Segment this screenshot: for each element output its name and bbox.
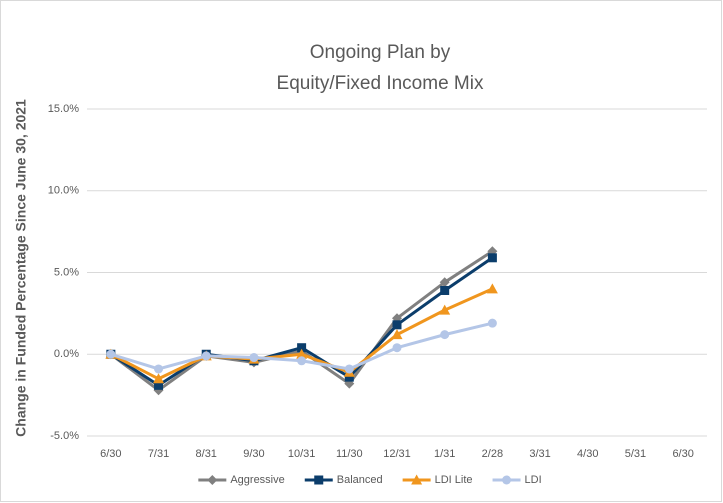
- marker: [392, 343, 402, 353]
- x-tick-label: 10/31: [288, 448, 316, 460]
- marker: [440, 285, 450, 295]
- x-tick-label: 12/31: [383, 448, 411, 460]
- x-tick-label: 11/30: [336, 448, 363, 460]
- y-tick-label: -5.0%: [50, 430, 79, 442]
- y-tick-label: 5.0%: [54, 266, 79, 278]
- marker: [201, 351, 211, 361]
- legend-label: LDI Lite: [435, 474, 473, 486]
- x-tick-label: 6/30: [672, 448, 693, 460]
- y-tick-label: 0.0%: [54, 348, 79, 360]
- marker: [440, 330, 450, 340]
- marker: [487, 318, 497, 328]
- marker: [154, 364, 164, 374]
- marker: [411, 474, 423, 485]
- marker: [296, 348, 308, 359]
- x-tick-label: 4/30: [577, 448, 598, 460]
- marker: [249, 353, 259, 363]
- marker: [391, 329, 403, 340]
- marker: [487, 253, 497, 263]
- marker: [439, 304, 451, 315]
- marker: [106, 349, 116, 359]
- y-tick-label: 15.0%: [48, 103, 79, 115]
- marker: [439, 277, 450, 288]
- x-tick-label: 9/30: [243, 448, 264, 460]
- marker: [392, 320, 402, 330]
- x-tick-label: 1/31: [434, 448, 455, 460]
- marker: [153, 373, 165, 384]
- legend-label: Aggressive: [230, 474, 284, 486]
- marker: [486, 283, 498, 294]
- marker: [314, 475, 324, 485]
- marker: [154, 380, 164, 390]
- marker: [297, 343, 307, 353]
- marker: [344, 364, 354, 374]
- marker: [207, 475, 218, 485]
- x-tick-label: 7/31: [148, 448, 169, 460]
- y-tick-label: 10.0%: [48, 185, 79, 197]
- x-tick-label: 8/31: [196, 448, 217, 460]
- x-tick-label: 6/30: [100, 448, 121, 460]
- chart-title: Equity/Fixed Income Mix: [277, 73, 484, 94]
- chart-title: Ongoing Plan by: [310, 42, 451, 63]
- legend-label: Balanced: [337, 474, 383, 486]
- marker: [502, 475, 512, 485]
- legend-label: LDI: [525, 474, 542, 486]
- x-tick-label: 5/31: [625, 448, 646, 460]
- x-tick-label: 3/31: [529, 448, 550, 460]
- y-axis-label: Change in Funded Percentage Since June 3…: [13, 99, 29, 437]
- marker: [297, 356, 307, 366]
- marker: [344, 372, 354, 382]
- x-tick-label: 2/28: [482, 448, 503, 460]
